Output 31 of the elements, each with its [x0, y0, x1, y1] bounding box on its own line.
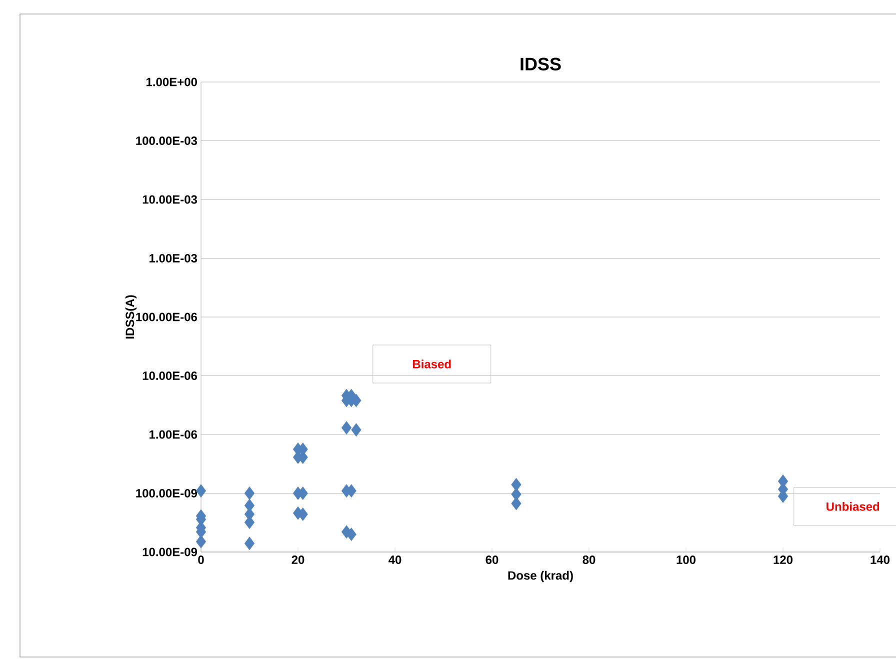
y-tick-label: 100.00E-09	[136, 489, 198, 498]
x-tick-label: 60	[486, 556, 498, 564]
x-tick-label: 40	[388, 556, 402, 564]
chart-title: IDSS	[520, 58, 561, 70]
y-tick-label: 10.00E-06	[142, 372, 198, 380]
x-tick-label: 120	[774, 556, 793, 564]
point	[244, 536, 255, 550]
point	[511, 496, 522, 510]
y-tick-label: 1.00E-06	[150, 430, 198, 439]
y-tick-label: 10.00E-09	[142, 548, 198, 556]
y-tick-label: 1.00E+00	[146, 78, 197, 86]
annotation: Biased	[412, 360, 451, 368]
x-tick-label: 0	[198, 556, 204, 564]
y-axis-title: IDSS(A)	[125, 295, 137, 339]
x-tick-label: 80	[582, 556, 596, 564]
point	[346, 528, 356, 542]
point	[511, 478, 522, 492]
y-tick-label: 100.00E-03	[136, 136, 198, 146]
point	[196, 534, 206, 548]
x-axis-title: Dose (krad)	[508, 570, 573, 582]
x-tick-label: 100	[676, 556, 696, 564]
y-tick-label: 1.00E-03	[150, 254, 198, 263]
x-tick-label: 20	[292, 556, 304, 564]
y-tick-label: 100.00E-06	[136, 312, 198, 322]
point	[341, 421, 352, 435]
x-tick-label: 140	[870, 556, 890, 564]
point	[244, 486, 255, 500]
y-tick-label: 10.00E-03	[142, 195, 198, 204]
annotation: Unbiased	[826, 502, 880, 511]
point	[196, 484, 206, 498]
point	[351, 423, 362, 437]
